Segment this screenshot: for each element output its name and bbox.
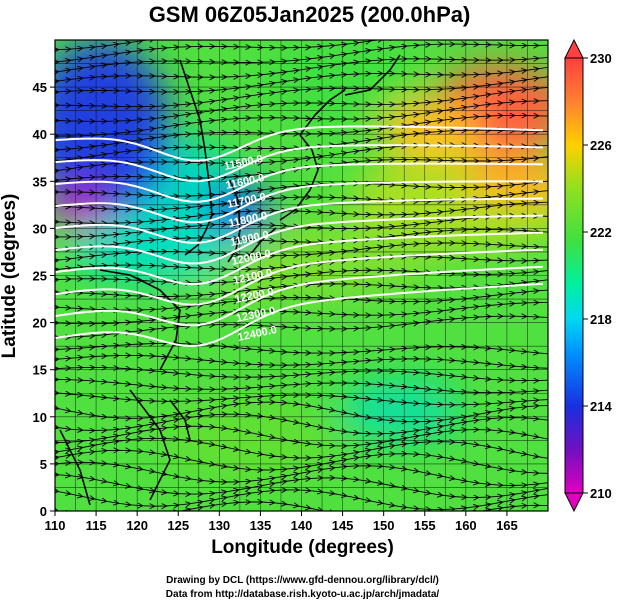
y-tick-label: 20 [33, 316, 47, 331]
chart-title: GSM 06Z05Jan2025 (200.0hPa) [148, 2, 471, 27]
geopotential-contours: 11500.011600.011700.011800.011900.012000… [55, 125, 544, 348]
contour-line [55, 248, 544, 306]
x-tick-label: 165 [496, 518, 518, 533]
contour-line [55, 180, 543, 224]
contour-line [55, 125, 544, 162]
x-tick-label: 120 [126, 518, 148, 533]
y-tick-label: 15 [33, 363, 47, 378]
y-tick-label: 0 [40, 504, 47, 519]
colorbar-min-arrow [564, 492, 584, 513]
y-tick-label: 35 [33, 174, 47, 189]
x-tick-label: 125 [167, 518, 189, 533]
streamline [55, 502, 548, 511]
y-axis-label: Latitude (degrees) [0, 193, 20, 359]
colorbar-tick-label: 210 [590, 486, 612, 501]
y-tick-label: 10 [33, 410, 47, 425]
y-tick-label: 40 [33, 127, 47, 142]
y-tick-label: 30 [33, 221, 47, 236]
x-tick-label: 140 [291, 518, 313, 533]
x-tick-label: 110 [45, 518, 66, 533]
x-tick-label: 135 [250, 518, 272, 533]
contour-line [55, 197, 544, 244]
contour-line [55, 162, 544, 203]
colorbar-tick-label: 214 [590, 399, 612, 414]
colorbar: 210 214 218 222 226 230 [564, 38, 612, 513]
colorbar-tick-label: 222 [590, 225, 612, 240]
contour-line [55, 265, 544, 327]
colorbar-tick-label: 230 [590, 51, 612, 66]
y-tick-label: 5 [40, 457, 47, 472]
x-axis-ticks: 110 115 120 125 130 135 140 145 150 155 160 165 [45, 511, 518, 533]
colorbar-tick-label: 218 [590, 312, 612, 327]
colorbar-tick-label: 226 [590, 138, 612, 153]
contour-line [55, 214, 544, 265]
x-tick-label: 150 [373, 518, 395, 533]
streamline [55, 316, 548, 337]
streamline [55, 343, 548, 354]
contour-line [55, 144, 544, 183]
credit-data-source: Data from http://database.rish.kyoto-u.a… [165, 589, 440, 600]
x-tick-label: 115 [86, 518, 107, 533]
contour-line [55, 282, 544, 348]
y-axis-ticks: 0 5 10 15 20 25 30 35 40 45 [33, 80, 55, 519]
x-axis-label: Longitude (degrees) [211, 537, 394, 558]
colorbar-max-arrow [564, 38, 584, 59]
contour-line [55, 231, 544, 286]
x-tick-label: 145 [332, 518, 354, 533]
y-tick-label: 25 [33, 269, 47, 284]
credit-dcl: Drawing by DCL (https://www.gfd-dennou.o… [166, 575, 439, 586]
x-tick-label: 160 [455, 518, 477, 533]
y-tick-label: 45 [33, 80, 47, 95]
x-tick-label: 130 [208, 518, 230, 533]
x-tick-label: 155 [414, 518, 436, 533]
